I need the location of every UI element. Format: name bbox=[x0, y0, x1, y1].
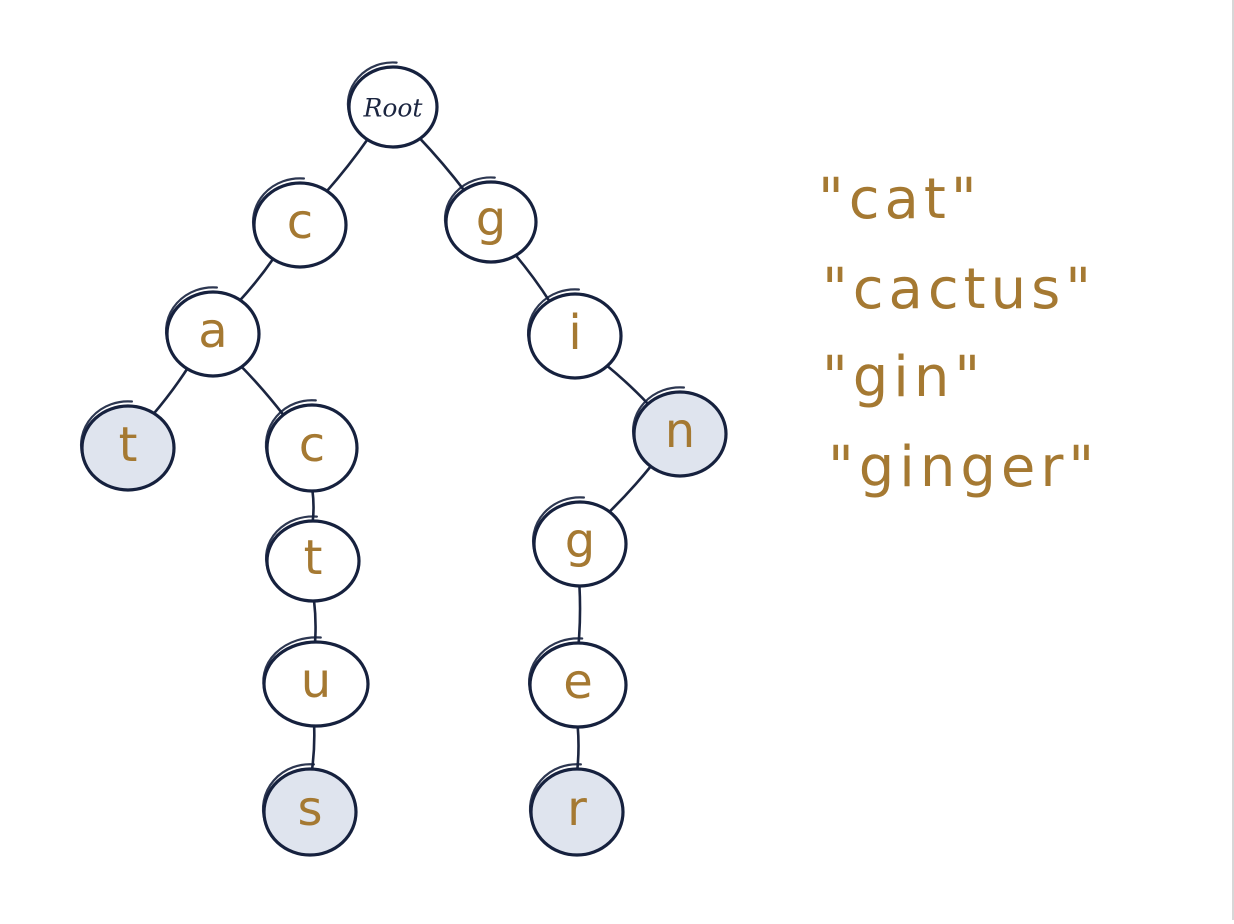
node-c1: c bbox=[251, 177, 348, 269]
node-n: n bbox=[631, 386, 728, 478]
node-letter: g bbox=[476, 191, 506, 247]
node-fill bbox=[534, 502, 626, 586]
page-edge bbox=[1232, 0, 1234, 920]
word-list: "cat" "cactus" "gin" "ginger" bbox=[818, 167, 1099, 500]
terminal-node-fill bbox=[264, 769, 356, 855]
node-fill bbox=[264, 642, 368, 726]
node-u: u bbox=[262, 636, 370, 728]
node-letter: s bbox=[297, 781, 322, 837]
node-t1: t bbox=[79, 400, 176, 492]
edges-layer bbox=[151, 135, 654, 772]
node-outline-sketch bbox=[443, 176, 496, 232]
node-a: a bbox=[164, 286, 261, 378]
node-letter: t bbox=[119, 417, 138, 473]
node-fill bbox=[267, 521, 359, 601]
node-g2: g bbox=[531, 496, 628, 588]
node-fill bbox=[254, 183, 346, 267]
node-e: e bbox=[528, 637, 628, 729]
node-fill bbox=[530, 643, 626, 727]
node-outline-sketch bbox=[264, 515, 318, 571]
node-i: i bbox=[526, 288, 623, 380]
node-fill bbox=[349, 67, 437, 147]
node-r: r bbox=[528, 763, 625, 857]
node-letter: i bbox=[568, 305, 581, 361]
node-letter: c bbox=[299, 417, 325, 473]
node-outline-sketch bbox=[631, 386, 685, 444]
word-gin: "gin" bbox=[822, 345, 985, 410]
node-outline-sketch bbox=[528, 763, 582, 822]
node-s: s bbox=[261, 763, 358, 857]
node-outline-sketch bbox=[164, 286, 218, 344]
node-letter: g bbox=[565, 513, 595, 569]
terminal-node-fill bbox=[82, 406, 174, 490]
node-c2: c bbox=[264, 399, 359, 493]
node-outline-sketch bbox=[346, 61, 398, 117]
terminal-node-fill bbox=[531, 769, 623, 855]
node-outline-sketch bbox=[264, 399, 317, 458]
node-fill bbox=[529, 294, 621, 378]
edge-i-n bbox=[603, 362, 652, 408]
edge-root-c1 bbox=[324, 136, 370, 194]
node-outline-sketch bbox=[262, 636, 322, 694]
node-letter: a bbox=[198, 303, 227, 359]
edge-c1-a bbox=[237, 255, 276, 304]
node-outline-sketch bbox=[261, 763, 315, 822]
node-letter: u bbox=[301, 653, 331, 709]
node-letter: n bbox=[665, 403, 695, 459]
node-outline-sketch bbox=[531, 496, 585, 554]
node-fill bbox=[267, 405, 357, 491]
word-ginger: "ginger" bbox=[828, 435, 1099, 500]
node-t2: t bbox=[264, 515, 361, 603]
edge-t2-u bbox=[312, 598, 317, 645]
node-letter: r bbox=[567, 781, 587, 837]
node-letter: t bbox=[304, 530, 323, 586]
node-outline-sketch bbox=[526, 288, 580, 346]
edge-c2-t2 bbox=[311, 488, 315, 524]
node-outline-sketch bbox=[251, 177, 305, 235]
nodes-layer: Root c g a i t c n t g u e s r bbox=[79, 61, 728, 857]
edge-a-c2 bbox=[238, 363, 286, 418]
edge-g1-i bbox=[513, 252, 552, 305]
node-fill bbox=[167, 292, 259, 376]
edge-n-g2 bbox=[606, 463, 654, 515]
edge-a-t1 bbox=[151, 365, 190, 417]
edge-g2-e bbox=[577, 583, 582, 646]
edge-root-g1 bbox=[417, 135, 467, 194]
node-root: Root bbox=[346, 61, 439, 149]
edge-e-r bbox=[576, 724, 580, 772]
word-cat: "cat" bbox=[818, 167, 982, 232]
terminal-node-fill bbox=[634, 392, 726, 476]
edge-u-s bbox=[310, 723, 316, 772]
root-label: Root bbox=[363, 94, 424, 123]
node-outline-sketch bbox=[528, 637, 584, 695]
node-letter: e bbox=[563, 654, 593, 710]
node-g1: g bbox=[443, 176, 538, 264]
node-outline-sketch bbox=[79, 400, 133, 458]
word-cactus: "cactus" bbox=[822, 257, 1096, 322]
node-letter: c bbox=[287, 194, 313, 250]
node-fill bbox=[446, 182, 536, 262]
